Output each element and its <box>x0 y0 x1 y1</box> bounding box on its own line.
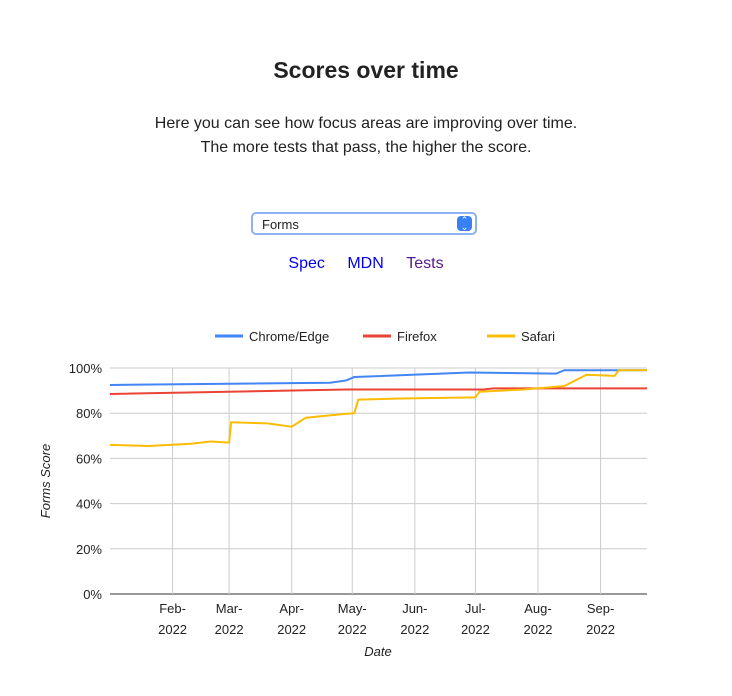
x-tick-label: Sep- <box>587 601 614 616</box>
y-tick-label: 20% <box>76 542 102 557</box>
x-tick-label: Mar- <box>216 601 243 616</box>
x-tick-label: 2022 <box>400 622 429 637</box>
y-axis-title: Forms Score <box>38 444 53 518</box>
y-tick-label: 100% <box>69 361 103 376</box>
select-value: Forms <box>262 217 299 232</box>
legend-label: Firefox <box>397 329 437 344</box>
y-tick-label: 80% <box>76 406 102 421</box>
chevron-updown-icon: ⌃ ⌄ <box>457 216 472 232</box>
y-tick-label: 0% <box>83 587 102 602</box>
spec-link[interactable]: Spec <box>288 255 325 272</box>
legend-label: Chrome/Edge <box>249 329 329 344</box>
legend-label: Safari <box>521 329 555 344</box>
x-tick-label: Aug- <box>524 601 551 616</box>
x-tick-label: 2022 <box>277 622 306 637</box>
x-tick-label: 2022 <box>158 622 187 637</box>
series-line-safari <box>109 369 647 447</box>
x-tick-label: 2022 <box>461 622 490 637</box>
description: Here you can see how focus areas are imp… <box>154 115 578 156</box>
x-tick-label: May- <box>338 601 367 616</box>
page-title: Scores over time <box>273 57 459 83</box>
y-tick-label: 40% <box>76 497 102 512</box>
x-tick-label: 2022 <box>215 622 244 637</box>
x-tick-label: Jul- <box>465 601 486 616</box>
x-tick-label: Feb- <box>159 601 186 616</box>
x-axis-title: Date <box>364 644 391 659</box>
tests-link[interactable]: Tests <box>406 255 444 272</box>
series-line-chrome-edge <box>109 369 647 386</box>
focus-area-select[interactable]: Forms ⌃ ⌄ <box>251 212 477 235</box>
x-tick-label: 2022 <box>586 622 615 637</box>
x-tick-label: Apr- <box>279 601 304 616</box>
x-tick-label: Jun- <box>402 601 427 616</box>
x-tick-label: 2022 <box>338 622 367 637</box>
mdn-link[interactable]: MDN <box>347 255 384 272</box>
y-tick-label: 60% <box>76 451 102 466</box>
series-line-firefox <box>109 387 647 395</box>
x-tick-label: 2022 <box>524 622 553 637</box>
